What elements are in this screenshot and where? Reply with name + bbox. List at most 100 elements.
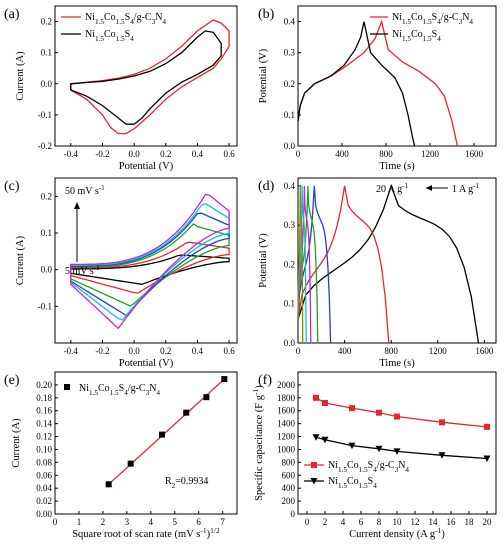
y-tick-label: 0.16 (36, 406, 52, 416)
x-tick-label: 0.6 (223, 346, 235, 356)
legend-entry: Ni1.5Co1.5S4 (392, 29, 441, 43)
panel-f: (f)0 2 4 6 8 10 12 14 16 18 2002004006008001000120… (251, 372, 497, 540)
y-tick-label: 0.1 (284, 299, 295, 309)
data-point (484, 424, 490, 430)
y-tick-label: 0.0 (284, 338, 296, 348)
x-tick-label: 6 (359, 517, 364, 527)
panel-b: (b)0 400 800 1200 16000.00.10.20.30.4Time (s… (258, 6, 496, 172)
gcd-series-1 (298, 22, 458, 146)
x-tick-label: 0.4 (192, 346, 204, 356)
data-point (349, 405, 355, 411)
x-axis-label: Potential (V) (119, 358, 174, 369)
x-tick-label: -0.4 (64, 149, 79, 159)
x-tick-label: 12 (411, 517, 420, 527)
data-point (203, 394, 209, 400)
y-tick-label: 600 (282, 470, 296, 480)
data-point (106, 481, 112, 487)
x-tick-label: 0.2 (160, 346, 171, 356)
x-tick-label: 400 (335, 149, 349, 159)
y-axis-label: Specific capacitance (F g-1) (251, 385, 266, 501)
x-tick-label: 1200 (421, 149, 440, 159)
y-axis-label: Current (A) (15, 51, 26, 101)
cv-scan-40 (71, 204, 229, 320)
y-tick-label: 1400 (277, 419, 296, 429)
x-tick-label: -0.2 (95, 149, 109, 159)
y-tick-label: 1000 (277, 444, 296, 454)
gcd-rate-1 (298, 186, 479, 343)
annotation-50mV: 50 mV s-1 (65, 184, 105, 197)
y-tick-label: 1800 (277, 393, 296, 403)
x-tick-label: -0.2 (95, 346, 109, 356)
panel-label: (e) (4, 373, 20, 388)
y-tick-label: 0.20 (36, 380, 52, 390)
data-point (394, 414, 400, 420)
y-tick-label: 0 (291, 509, 296, 519)
panel-d: (d) 0 400 800 1200 1600 0.0 0.1 0.2 0.3 0.4 Time (s… (258, 178, 496, 369)
y-tick-label: 200 (282, 496, 296, 506)
panel-c: (c)-0.4 -0.2 0.0 0.2 0.4 0.6-0.10.00.10.2Pote… (4, 178, 237, 369)
x-tick-label: 0 (53, 517, 58, 527)
y-tick-label: 0.2 (41, 191, 52, 201)
y-tick-label: 0.08 (36, 457, 52, 467)
x-tick-label: 800 (379, 149, 393, 159)
arrow-head (426, 185, 432, 191)
y-tick-label: 0.0 (41, 265, 53, 275)
x-tick-label: 400 (338, 346, 352, 356)
data-point (376, 410, 382, 416)
x-tick-label: 8 (377, 517, 382, 527)
legend-marker (64, 384, 70, 390)
legend-entry: Ni1.5Co1.5S4/g-C3N4 (328, 460, 409, 474)
panel-label: (b) (258, 7, 275, 22)
y-tick-label: 400 (282, 483, 296, 493)
y-tick-label: -0.1 (38, 301, 52, 311)
data-point (128, 461, 134, 467)
legend-marker (311, 462, 317, 468)
y-tick-label: 0.0 (41, 79, 53, 89)
x-tick-label: 10 (393, 517, 403, 527)
y-tick-label: 0.4 (284, 181, 296, 191)
x-axis-label: Time (s) (379, 161, 415, 172)
x-tick-label: 0 (296, 149, 301, 159)
x-axis-label: Square root of scan rate (mV s-1)1/2 (72, 526, 220, 541)
y-tick-label: 0.0 (284, 141, 296, 151)
x-axis-label: Current density (A g-1) (349, 526, 445, 541)
y-tick-label: 0.3 (284, 48, 296, 58)
y-tick-label: -0.1 (38, 110, 52, 120)
x-tick-label: 1600 (465, 149, 484, 159)
y-tick-label: 1200 (277, 432, 296, 442)
panel-a: (a) -0.4 -0.2 0.0 0.2 0.4 0.6 -0.2 -0.1 0.0 0.1 0.2… (4, 6, 237, 172)
y-tick-label: 2000 (277, 380, 296, 390)
legend-entry: Ni1.5Co1.5S4 (85, 29, 134, 43)
y-tick-label: 0.10 (36, 444, 52, 454)
x-tick-label: 0.0 (129, 346, 141, 356)
y-tick-label: 0.2 (284, 259, 295, 269)
x-tick-label: 4 (149, 517, 154, 527)
x-axis-label: Time (s) (379, 358, 415, 369)
x-tick-label: 18 (465, 517, 475, 527)
y-tick-label: 0.2 (41, 17, 52, 27)
x-axis-label: Potential (V) (119, 161, 174, 172)
x-tick-label: 1 (77, 517, 82, 527)
x-tick-label: 20 (483, 517, 493, 527)
plot-frame (55, 178, 237, 343)
y-axis-label: Current (A) (11, 418, 22, 468)
y-tick-label: 0.06 (36, 470, 52, 480)
y-tick-label: 0.04 (36, 483, 52, 493)
y-tick-label: 0.4 (284, 17, 296, 27)
panel-e: (e) 0 1 2 3 4 5 6 7 0.00 0.02 0.04 0.06 0.08 0.10 0.12 0… (4, 372, 237, 540)
y-tick-label: 0.14 (36, 419, 52, 429)
x-tick-label: 0 (296, 346, 301, 356)
x-tick-label: 1600 (475, 346, 494, 356)
x-tick-label: 7 (220, 517, 225, 527)
legend-entry: Ni1.5Co1.5S4/g-C3N4 (79, 383, 160, 397)
y-tick-label: 0.1 (41, 48, 52, 58)
data-point (221, 376, 227, 382)
x-tick-label: 2 (101, 517, 106, 527)
x-tick-label: 5 (172, 517, 177, 527)
x-tick-label: 0 (305, 517, 310, 527)
y-tick-label: 0.12 (36, 432, 52, 442)
legend-entry: Ni1.5Co1.5S4 (328, 476, 377, 490)
y-tick-label: -0.2 (38, 141, 52, 151)
y-tick-label: 0.1 (41, 228, 52, 238)
